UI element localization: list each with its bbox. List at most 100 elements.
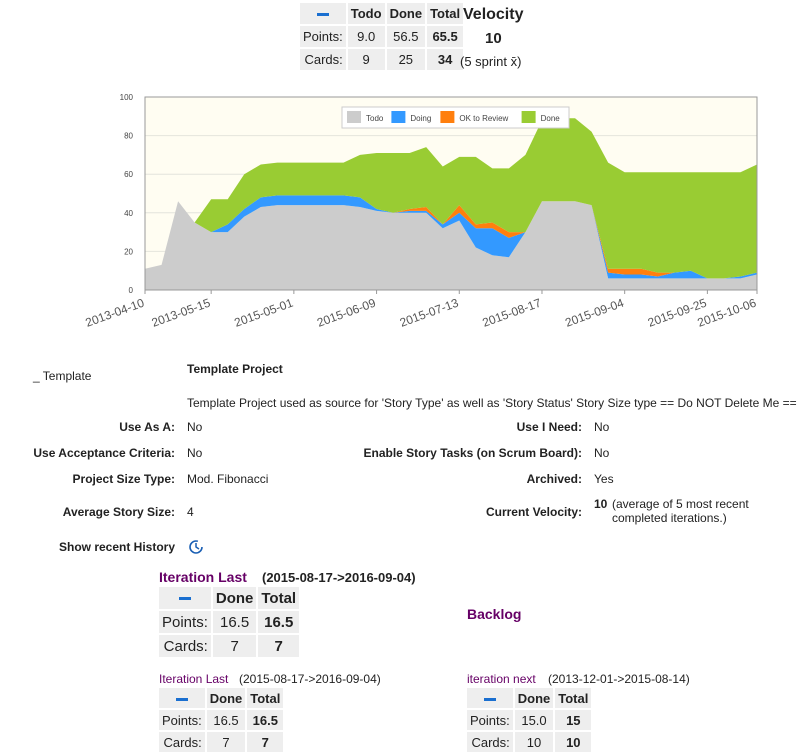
row: Cards: 9 25 34 [300,49,464,70]
x-tick-label: 2015-09-04 [563,296,626,330]
y-tick-label: 20 [124,247,133,256]
row-label: Points: [467,710,513,730]
project-name: Template Project [187,362,283,376]
cell: 10 [514,732,554,752]
cell: 15 [555,710,592,730]
cell: 16.5 [212,611,257,633]
cell: 9 [347,49,385,70]
column-header: Total [555,688,592,708]
cell: 16.5 [258,611,300,633]
history-icon[interactable] [187,538,205,556]
legend-swatch [347,111,361,123]
cell: 65.5 [427,26,464,47]
row-label: Points: [159,611,211,633]
iteration-name[interactable]: Iteration Last [159,672,229,686]
row: Points: 16.5 16.5 [159,710,284,730]
field-label: Use Acceptance Criteria: [33,446,175,460]
x-tick-label: 2013-05-15 [150,296,213,330]
history-link[interactable]: Show recent History [59,540,176,554]
cell: 7 [212,635,257,657]
velocity-value: 10 [485,30,502,47]
y-tick-label: 0 [129,286,134,295]
legend-swatch [440,111,455,123]
iteration-table: Done Total Points: 15.0 15 Cards: 10 10 [465,686,593,754]
iteration-table: Done Total Points: 16.5 16.5 Cards: 7 7 [157,686,285,754]
minus-icon[interactable] [178,597,191,601]
backlog-link[interactable]: Backlog [467,606,522,622]
area [145,195,757,279]
iteration-name[interactable]: iteration next [467,672,536,686]
field-value: No [594,446,610,460]
header-row: Done Total [467,688,592,708]
data-table: Done Total Points: 16.5 16.5 Cards: 7 7 [157,585,301,659]
field-note: (average of 5 most recent completed iter… [612,497,749,525]
cell: 10 [555,732,592,752]
cell: 16.5 [206,710,246,730]
cell: 25 [386,49,426,70]
row-label: Points: [159,710,205,730]
y-tick-label: 100 [120,93,134,102]
collapse-cell [300,3,346,24]
field-label: Average Story Size: [62,505,175,519]
project-description: Template Project used as source for 'Sto… [187,396,797,410]
field-label: Project Size Type: [72,472,175,486]
cell: 9.0 [347,26,385,47]
column-header: Total [427,3,464,24]
field-label: Enable Story Tasks (on Scrum Board): [363,446,583,460]
cell: 16.5 [247,710,284,730]
field-value: No [187,446,203,460]
row: Points: 9.0 56.5 65.5 [300,26,464,47]
row: Points: 16.5 16.5 [159,611,300,633]
section-title[interactable]: _ Template [33,369,92,383]
legend-label: Todo [366,114,384,123]
column-header: Done [212,587,257,609]
iteration-table: Done Total Points: 16.5 16.5 Cards: 7 7 [157,585,301,659]
field-value: 10 [594,497,608,511]
legend-swatch [521,111,536,123]
minus-icon[interactable] [316,13,329,17]
field-label: Use I Need: [516,420,582,434]
row-label: Cards: [300,49,346,70]
summary-table: Todo Done Total Points: 9.0 56.5 65.5 Cards: 9 25… [298,1,465,72]
row: Cards: 7 7 [159,732,284,752]
cell: 7 [258,635,300,657]
cell: 56.5 [386,26,426,47]
cell: 7 [247,732,284,752]
cell: 7 [206,732,246,752]
iteration-range: (2015-08-17->2016-09-04) [239,672,381,686]
iteration-range: (2015-08-17->2016-09-04) [262,570,416,585]
row: Cards: 7 7 [159,635,300,657]
data-table: Done Total Points: 15.0 15 Cards: 10 10 [465,686,593,754]
row-label: Cards: [467,732,513,752]
header-row: Todo Done Total [300,3,464,24]
plot-border [144,96,758,291]
legend-label: Doing [410,114,431,123]
cell: 34 [427,49,464,70]
header-row: Done Total [159,688,284,708]
minus-icon[interactable] [175,697,188,701]
data-table: Todo Done Total Points: 9.0 56.5 65.5 Cards: 9 25… [298,1,465,72]
area [145,118,757,279]
field-value: No [187,420,203,434]
field-value: Mod. Fibonacci [187,472,269,486]
legend: Todo Doing OK to Review Done [341,106,570,129]
iteration-name[interactable]: Iteration Last [159,569,247,585]
legend-label: OK to Review [459,114,508,123]
area [145,201,757,290]
field-value: Yes [594,472,614,486]
minus-icon[interactable] [483,697,496,701]
column-header: Done [514,688,554,708]
field-label: Use As A: [119,420,175,434]
collapse-cell [159,688,205,708]
data-table: Done Total Points: 16.5 16.5 Cards: 7 7 [157,686,285,754]
y-tick-label: 80 [124,132,133,141]
velocity-note: (5 sprint x̄) [460,54,522,69]
legend-swatch [391,111,406,123]
iteration-range: (2013-12-01->2015-08-14) [548,672,690,686]
row: Points: 15.0 15 [467,710,592,730]
column-header: Done [206,688,246,708]
x-tick-label: 2015-08-17 [481,296,544,330]
x-tick-label: 2015-07-13 [398,296,461,330]
column-header: Total [247,688,284,708]
cell: 15.0 [514,710,554,730]
